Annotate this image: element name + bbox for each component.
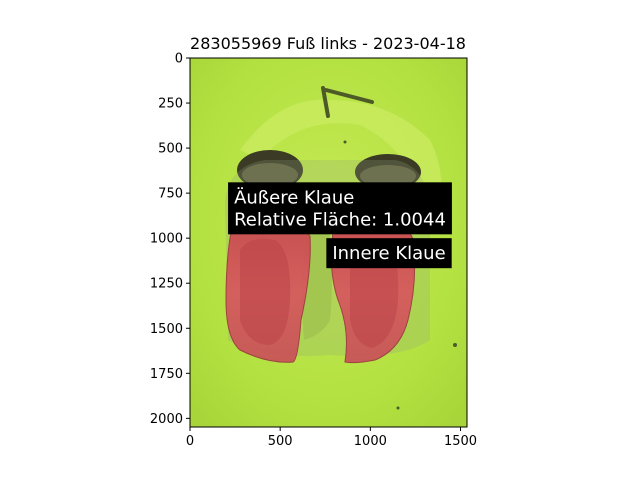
y-tick-label: 2000	[150, 412, 183, 427]
y-tick-label: 0	[175, 52, 183, 67]
outer-claw-heel	[242, 163, 298, 187]
x-tick-label: 500	[268, 434, 293, 449]
y-tick-label: 1500	[150, 322, 183, 337]
y-tick-label: 250	[158, 97, 183, 112]
axes-frame	[189, 57, 468, 428]
photo-speck	[343, 140, 347, 144]
innere-klaue-label: Innere Klaue	[326, 238, 452, 269]
y-tick-label: 1750	[150, 367, 183, 382]
x-tick-label: 0	[186, 434, 194, 449]
chart-title: 283055969 Fuß links - 2023-04-18	[190, 34, 466, 53]
x-tick-label: 1500	[444, 434, 477, 449]
y-tick-label: 750	[158, 187, 183, 202]
innere-klaue-label-box	[326, 238, 452, 269]
innere-klaue-label-line: Innere Klaue	[332, 243, 445, 264]
y-tick-label: 1250	[150, 277, 183, 292]
aeussere-klaue-label-line: Relative Fläche: 1.0044	[234, 209, 446, 230]
aeussere-klaue-label-box	[228, 182, 452, 235]
y-tick-label: 500	[158, 142, 183, 157]
photo-ridge	[240, 99, 442, 200]
y-tick-label: 1000	[150, 232, 183, 247]
photo-speck	[396, 406, 400, 410]
photo-speck	[453, 343, 457, 347]
x-tick-label: 1000	[354, 434, 387, 449]
outer-claw-sole	[240, 238, 291, 345]
y-axis: 0 250 500 750 1000 1250 1500 1750 2000	[150, 52, 190, 427]
aeussere-klaue-label-line: Äußere Klaue	[234, 187, 354, 208]
inner-claw-heel	[360, 165, 416, 187]
x-axis: 0 500 1000 1500	[186, 427, 477, 449]
photo-marker-stroke	[321, 86, 374, 118]
